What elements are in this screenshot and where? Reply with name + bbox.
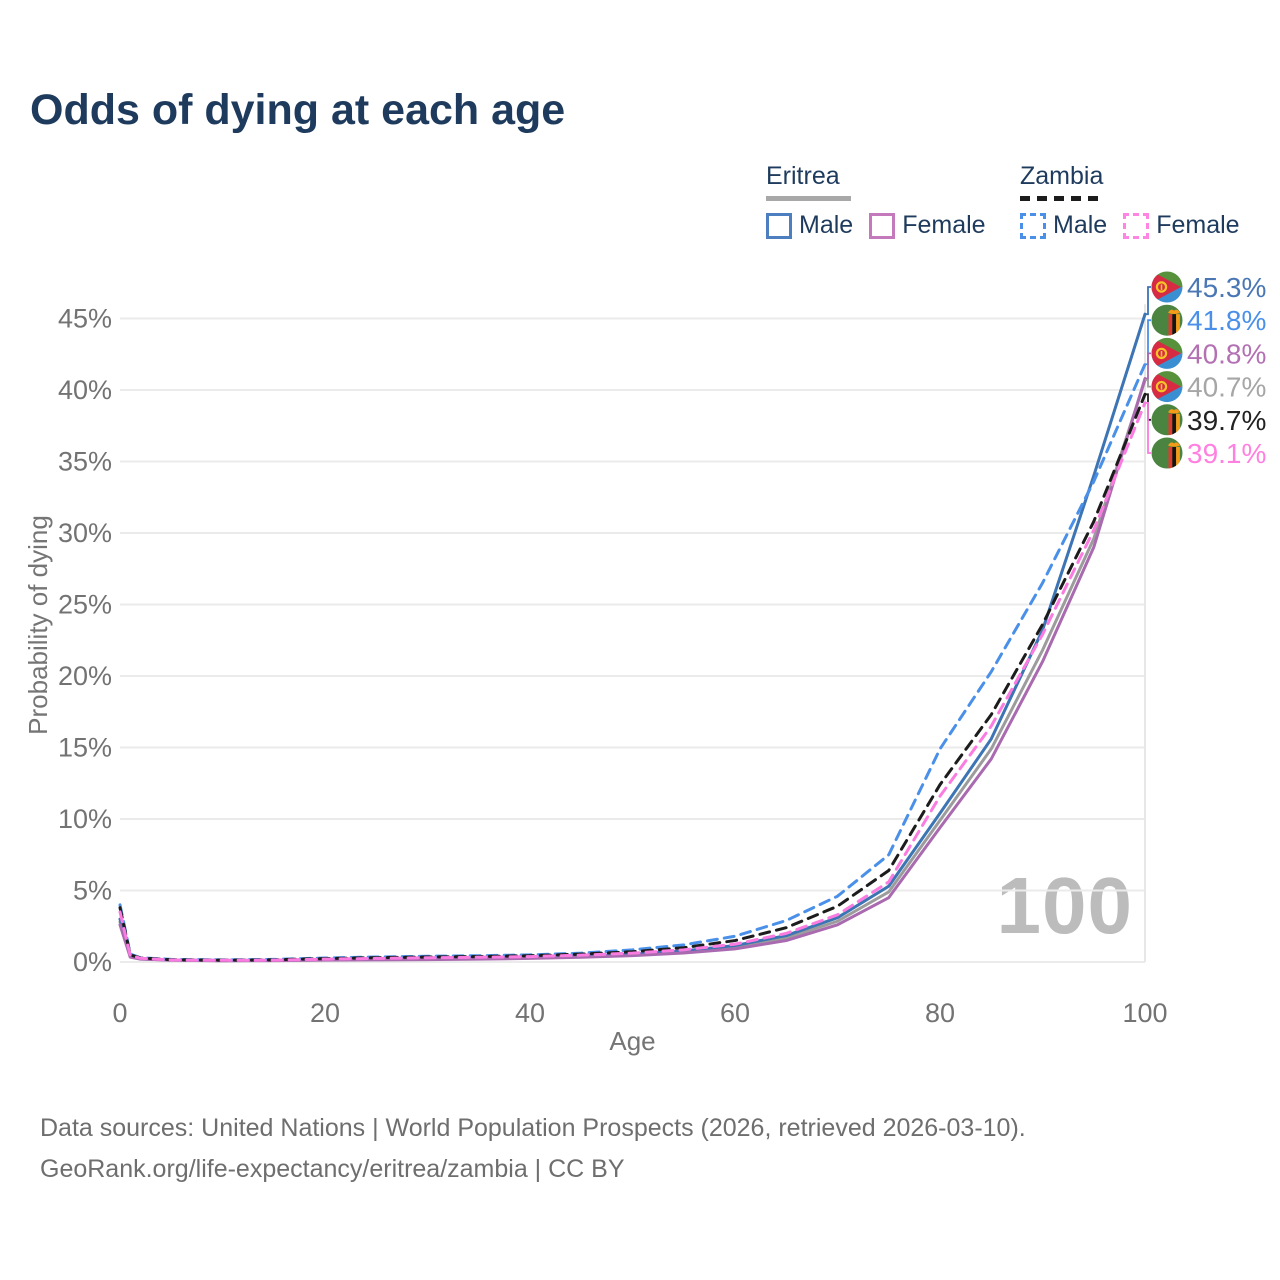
dashed-line-sample: [1020, 196, 1105, 201]
series-line-zambia-both-sexes[interactable]: [118, 392, 1147, 962]
legend-item-label: Male: [799, 211, 854, 239]
legend-group-zambia: Zambia Male Female: [1020, 162, 1240, 240]
x-tick-label: 80: [925, 998, 955, 1028]
zambia-flag-icon: [1151, 404, 1183, 436]
solid-line-sample: [766, 196, 851, 201]
source-note: Data sources: United Nations | World Pop…: [40, 1108, 1026, 1190]
x-tick-label: 20: [310, 998, 340, 1028]
end-value-label-zambia-male: 41.8%: [1187, 305, 1266, 336]
eritrea-flag-icon: [1151, 337, 1183, 369]
y-tick-label: 30%: [58, 518, 112, 548]
legend-item-label: Female: [902, 211, 986, 239]
legend-item-zambia-female[interactable]: Female: [1123, 211, 1240, 240]
legend-group-title-zambia: Zambia: [1020, 162, 1104, 190]
end-label-connector: [1145, 352, 1151, 380]
end-value-label-eritrea-both-sexes: 40.7%: [1187, 372, 1266, 403]
legend-swatch-eritrea-male[interactable]: [766, 212, 792, 239]
legend-group-eritrea: Eritrea Male Female: [766, 162, 986, 240]
y-tick-label: 20%: [58, 661, 112, 691]
end-label-connector: [1145, 401, 1151, 454]
age-counter: 100: [996, 861, 1133, 950]
y-tick-label: 25%: [58, 590, 112, 620]
legend-swatch-zambia-male[interactable]: [1020, 212, 1046, 239]
eritrea-flag-icon: [1151, 271, 1183, 303]
x-tick-label: 0: [112, 998, 127, 1028]
y-tick-label: 35%: [58, 447, 112, 477]
end-label-connector: [1145, 286, 1151, 316]
legend-swatch-zambia-female[interactable]: [1123, 212, 1150, 239]
end-label-connector: [1145, 319, 1151, 366]
end-value-label-zambia-both-sexes: 39.7%: [1187, 405, 1266, 436]
y-tick-label: 45%: [58, 304, 112, 334]
end-value-label-zambia-female: 39.1%: [1187, 438, 1266, 469]
y-tick-label: 15%: [58, 733, 112, 763]
x-tick-label: 40: [515, 998, 545, 1028]
y-tick-label: 10%: [58, 804, 112, 834]
eritrea-flag-icon: [1151, 371, 1183, 403]
y-tick-label: 40%: [58, 375, 112, 405]
x-axis-title: Age: [609, 1026, 655, 1056]
legend-item-zambia-male[interactable]: Male: [1020, 211, 1107, 240]
legend-item-label: Female: [1156, 211, 1240, 239]
end-label-connector: [1145, 379, 1151, 388]
zambia-flag-icon: [1151, 304, 1183, 336]
source-line-1: Data sources: United Nations | World Pop…: [40, 1114, 1026, 1142]
series-line-zambia-male[interactable]: [118, 362, 1147, 962]
page-title: Odds of dying at each age: [30, 86, 566, 134]
series-line-zambia-female[interactable]: [118, 401, 1147, 962]
y-axis-title: Probability of dying: [23, 515, 53, 735]
legend-group-title-eritrea: Eritrea: [766, 162, 840, 190]
end-value-label-eritrea-female: 40.8%: [1187, 338, 1266, 369]
y-tick-label: 0%: [73, 947, 112, 977]
end-value-label-eritrea-male: 45.3%: [1187, 272, 1266, 303]
x-tick-label: 60: [720, 998, 750, 1028]
legend-item-label: Male: [1053, 211, 1108, 239]
zambia-flag-icon: [1151, 437, 1183, 469]
legend-item-eritrea-female[interactable]: Female: [869, 211, 986, 240]
series-line-eritrea-male[interactable]: [118, 312, 1147, 962]
y-tick-label: 5%: [73, 876, 112, 906]
source-line-2: GeoRank.org/life-expectancy/eritrea/zamb…: [40, 1155, 625, 1183]
x-tick-label: 100: [1122, 998, 1167, 1028]
legend-swatch-eritrea-female[interactable]: [869, 212, 896, 239]
legend-item-eritrea-male[interactable]: Male: [766, 211, 853, 240]
